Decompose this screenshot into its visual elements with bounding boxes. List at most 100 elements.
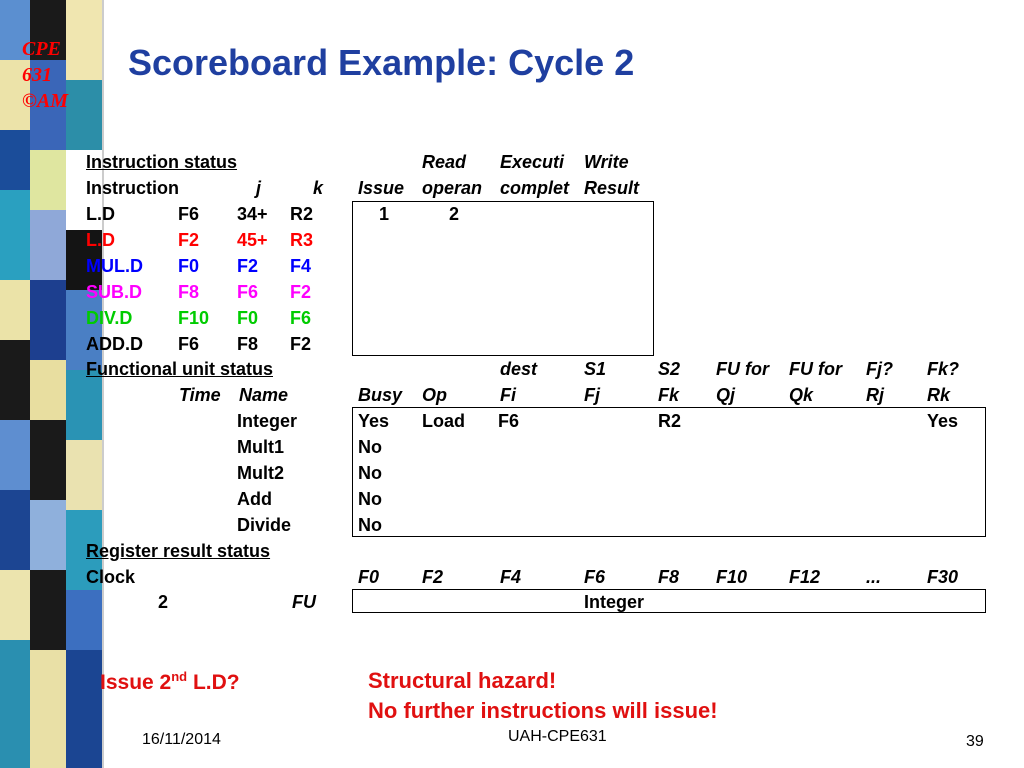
footer-page-number: 39 [966, 733, 984, 750]
register-status-header: Register result status [86, 541, 271, 561]
register-f6-unit: Integer [584, 592, 645, 612]
register-header: F6 [584, 567, 606, 587]
register-header: ... [866, 567, 882, 587]
fu-row-busy: No [358, 489, 382, 509]
divider-line [102, 0, 104, 768]
corner-logo-line3: ©AM [22, 90, 69, 112]
col-time-header: Time [179, 385, 221, 405]
instruction-row-op: ADD.D [86, 334, 143, 354]
instruction-status-box [352, 201, 654, 356]
col-write-header: Write [584, 152, 629, 172]
instruction-row-j: F0 [237, 308, 259, 328]
col-op-header: Op [422, 385, 447, 405]
fu-row-op: Load [422, 411, 465, 431]
fu-row-fi: F6 [498, 411, 520, 431]
col-result-header: Result [584, 178, 640, 198]
fu-row-busy: No [358, 515, 382, 535]
hazard-line-2: No further instructions will issue! [368, 698, 718, 723]
register-header: F2 [422, 567, 444, 587]
register-header: F30 [927, 567, 959, 587]
col-read-header: Read [422, 152, 467, 172]
register-header: F10 [716, 567, 748, 587]
issue-question: Issue 2nd L.D? [100, 669, 240, 695]
register-header: F4 [500, 567, 522, 587]
col-busy-header: Busy [358, 385, 403, 405]
register-header: F8 [658, 567, 680, 587]
col-s2-header: S2 [658, 359, 681, 379]
col-fj-header: Fj [584, 385, 600, 405]
col-dest-header: dest [500, 359, 538, 379]
corner-logo-line1: CPE [22, 38, 61, 60]
instruction-row-j: F2 [237, 256, 259, 276]
instruction-row-j: F6 [237, 282, 259, 302]
instruction-row-d: F10 [178, 308, 210, 328]
col-qk-header: Qk [789, 385, 814, 405]
instruction-row-op: SUB.D [86, 282, 143, 302]
fu-row-name: Mult2 [237, 463, 284, 483]
clock-value: 2 [158, 592, 169, 612]
instruction-row-j: 45+ [237, 230, 268, 250]
col-complete-header: complet [500, 178, 570, 198]
decorative-side-strip [0, 0, 102, 768]
fu-status-box [352, 407, 986, 537]
instruction-row-d: F6 [178, 334, 200, 354]
col-rj-header: Rj [866, 385, 884, 405]
corner-logo-line2: 631 [22, 64, 52, 86]
fu-row-name: Integer [237, 411, 298, 431]
fu-status-header: Functional unit status [86, 359, 273, 379]
instruction-row-k: F6 [290, 308, 312, 328]
col-instruction-header: Instruction [86, 178, 179, 198]
issue-question-sup: nd [171, 669, 188, 684]
fu-row-rk: Yes [927, 411, 959, 431]
instruction-row-read: 2 [449, 204, 460, 224]
fu-row-name: Mult1 [237, 437, 284, 457]
register-header: F0 [358, 567, 380, 587]
register-status-box [352, 589, 986, 613]
instruction-status-header: Instruction status [86, 152, 238, 172]
footer-center: UAH-CPE631 [508, 728, 607, 745]
instruction-row-d: F8 [178, 282, 200, 302]
page-title: Scoreboard Example: Cycle 2 [128, 42, 635, 83]
instruction-row-op: L.D [86, 230, 115, 250]
fu-label: FU [292, 592, 316, 612]
instruction-row-k: F2 [290, 282, 312, 302]
col-exec-header: Executi [500, 152, 565, 172]
col-name-header: Name [239, 385, 289, 405]
issue-question-post: L.D? [187, 671, 240, 694]
col-s1-header: S1 [584, 359, 607, 379]
issue-question-pre: Issue 2 [100, 671, 172, 694]
instruction-row-j: 34+ [237, 204, 268, 224]
col-operand-header: operan [422, 178, 483, 198]
instruction-row-issue: 1 [379, 204, 390, 224]
col-fuk-header: FU for [789, 359, 842, 379]
col-qj-header: Qj [716, 385, 736, 405]
fu-row-busy: Yes [358, 411, 390, 431]
instruction-row-j: F8 [237, 334, 259, 354]
instruction-row-d: F0 [178, 256, 200, 276]
instruction-row-k: F4 [290, 256, 312, 276]
col-rk-header: Rk [927, 385, 951, 405]
instruction-row-op: DIV.D [86, 308, 133, 328]
col-issue-header: Issue [358, 178, 405, 198]
col-fi-header: Fi [500, 385, 516, 405]
fu-row-name: Divide [237, 515, 292, 535]
fu-row-fk: R2 [658, 411, 682, 431]
instruction-row-op: MUL.D [86, 256, 143, 276]
instruction-row-d: F6 [178, 204, 200, 224]
fu-row-busy: No [358, 437, 382, 457]
instruction-row-k: R2 [290, 204, 314, 224]
col-fk-header: Fk [658, 385, 680, 405]
corner-logo: CPE 631 ©AM [22, 36, 68, 114]
col-fjq-header: Fj? [866, 359, 893, 379]
clock-label: Clock [86, 567, 136, 587]
register-header: F12 [789, 567, 821, 587]
instruction-row-k: F2 [290, 334, 312, 354]
col-k-header: k [313, 178, 324, 198]
fu-row-busy: No [358, 463, 382, 483]
hazard-line-1: Structural hazard! [368, 668, 557, 693]
col-fkq-header: Fk? [927, 359, 960, 379]
instruction-row-op: L.D [86, 204, 115, 224]
col-j-header: j [256, 178, 262, 198]
instruction-row-d: F2 [178, 230, 200, 250]
col-fuj-header: FU for [716, 359, 769, 379]
